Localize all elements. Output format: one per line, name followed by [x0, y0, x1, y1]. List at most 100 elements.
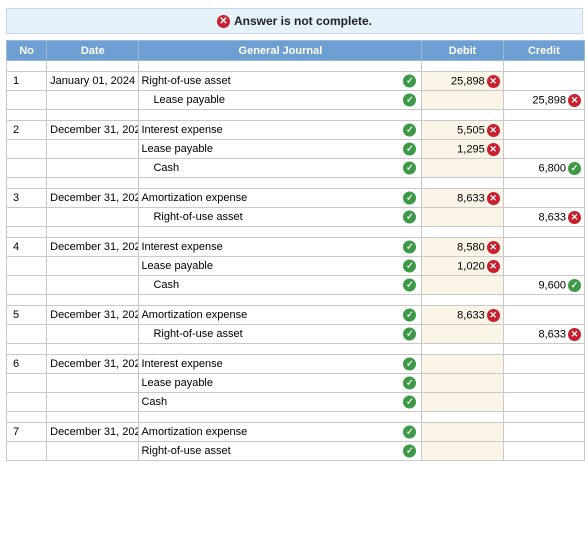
credit-cell[interactable] [502, 373, 586, 393]
credit-cell[interactable] [502, 441, 586, 461]
credit-value[interactable]: 6,800 [538, 162, 566, 174]
account-select[interactable]: Lease payable ✓ [138, 373, 423, 393]
account-name[interactable]: Interest expense [141, 358, 223, 370]
entry-date[interactable]: December 31, 202 [46, 237, 140, 257]
credit-cell[interactable]: 25,898 ✕ [502, 90, 586, 110]
credit-cell[interactable] [502, 256, 586, 276]
credit-cell[interactable] [502, 305, 586, 325]
account-name[interactable]: Cash [141, 396, 168, 408]
debit-cell[interactable] [421, 422, 504, 442]
credit-cell[interactable]: 8,633 ✕ [502, 324, 586, 344]
debit-value[interactable]: 8,580 [457, 241, 485, 253]
debit-value[interactable]: 5,505 [457, 124, 485, 136]
debit-cell[interactable] [421, 207, 504, 227]
debit-value[interactable]: 25,898 [451, 75, 485, 87]
entry-date[interactable] [46, 207, 140, 227]
credit-value[interactable]: 9,600 [538, 279, 566, 291]
credit-cell[interactable] [502, 188, 586, 208]
account-name[interactable]: Lease payable [141, 143, 213, 155]
account-name[interactable]: Right-of-use asset [141, 75, 231, 87]
account-name[interactable]: Amortization expense [141, 426, 248, 438]
entry-date[interactable]: December 31, 202 [46, 354, 140, 374]
credit-cell[interactable] [502, 120, 586, 140]
account-select[interactable]: Cash ✓ [138, 158, 423, 178]
account-name[interactable]: Lease payable [153, 94, 225, 106]
account-select[interactable]: Interest expense ✓ [138, 237, 423, 257]
credit-cell[interactable] [502, 354, 586, 374]
debit-cell[interactable] [421, 158, 504, 178]
debit-value[interactable]: 8,633 [457, 309, 485, 321]
journal-row: 1 January 01, 2024 Right-of-use asset ✓ 25,8… [5, 71, 586, 91]
account-select[interactable]: Interest expense ✓ [138, 354, 423, 374]
account-name[interactable]: Right-of-use asset [153, 211, 243, 223]
account-name[interactable]: Right-of-use asset [153, 328, 243, 340]
account-select[interactable]: Lease payable ✓ [138, 90, 423, 110]
entry-date[interactable] [46, 256, 140, 276]
account-name[interactable]: Cash [153, 162, 180, 174]
credit-cell[interactable]: 8,633 ✕ [502, 207, 586, 227]
account-select[interactable]: Cash ✓ [138, 275, 423, 295]
credit-cell[interactable] [502, 139, 586, 159]
debit-cell[interactable]: 25,898 ✕ [421, 71, 504, 91]
credit-cell[interactable]: 9,600 ✓ [502, 275, 586, 295]
debit-cell[interactable]: 8,633 ✕ [421, 305, 504, 325]
entry-date[interactable]: December 31, 202 [46, 188, 140, 208]
account-select[interactable]: Right-of-use asset ✓ [138, 324, 423, 344]
account-select[interactable]: Interest expense ✓ [138, 120, 423, 140]
debit-cell[interactable] [421, 324, 504, 344]
account-name[interactable]: Cash [153, 279, 180, 291]
debit-value[interactable]: 8,633 [457, 192, 485, 204]
debit-cell[interactable]: 1,295 ✕ [421, 139, 504, 159]
entry-date[interactable] [46, 392, 140, 412]
account-name[interactable]: Right-of-use asset [141, 445, 231, 457]
account-select[interactable]: Right-of-use asset ✓ [138, 441, 423, 461]
debit-cell[interactable]: 8,580 ✕ [421, 237, 504, 257]
spacer-cell [5, 109, 48, 121]
entry-date[interactable] [46, 90, 140, 110]
entry-date[interactable] [46, 158, 140, 178]
credit-cell[interactable] [502, 392, 586, 412]
account-name[interactable]: Amortization expense [141, 192, 248, 204]
debit-cell[interactable] [421, 90, 504, 110]
account-select[interactable]: Amortization expense ✓ [138, 305, 423, 325]
account-select[interactable]: Amortization expense ✓ [138, 188, 423, 208]
debit-cell[interactable] [421, 275, 504, 295]
debit-cell[interactable] [421, 441, 504, 461]
debit-cell[interactable]: 1,020 ✕ [421, 256, 504, 276]
account-name[interactable]: Lease payable [141, 377, 213, 389]
account-name[interactable]: Lease payable [141, 260, 213, 272]
entry-date[interactable]: December 31, 202 [46, 422, 140, 442]
credit-cell[interactable] [502, 422, 586, 442]
debit-cell[interactable] [421, 392, 504, 412]
account-name[interactable]: Amortization expense [141, 309, 248, 321]
credit-value[interactable]: 8,633 [538, 211, 566, 223]
credit-cell[interactable] [502, 71, 586, 91]
debit-cell[interactable] [421, 354, 504, 374]
entry-date[interactable]: December 31, 202 [46, 120, 140, 140]
entry-date[interactable] [46, 275, 140, 295]
credit-cell[interactable]: 6,800 ✓ [502, 158, 586, 178]
entry-date[interactable]: January 01, 2024 [46, 71, 140, 91]
entry-date[interactable] [46, 373, 140, 393]
credit-value[interactable]: 25,898 [532, 94, 566, 106]
account-select[interactable]: Right-of-use asset ✓ [138, 207, 423, 227]
debit-value[interactable]: 1,295 [457, 143, 485, 155]
debit-value[interactable]: 1,020 [457, 260, 485, 272]
credit-value[interactable]: 8,633 [538, 328, 566, 340]
account-name[interactable]: Interest expense [141, 124, 223, 136]
debit-cell[interactable]: 5,505 ✕ [421, 120, 504, 140]
account-select[interactable]: Cash ✓ [138, 392, 423, 412]
entry-date[interactable] [46, 324, 140, 344]
account-select[interactable]: Lease payable ✓ [138, 256, 423, 276]
debit-cell[interactable] [421, 373, 504, 393]
entry-date[interactable] [46, 139, 140, 159]
entry-date[interactable] [46, 441, 140, 461]
entry-date[interactable]: December 31, 202 [46, 305, 140, 325]
account-select[interactable]: Right-of-use asset ✓ [138, 71, 423, 91]
account-select[interactable]: Lease payable ✓ [138, 139, 423, 159]
credit-cell[interactable] [502, 237, 586, 257]
account-name[interactable]: Interest expense [141, 241, 223, 253]
debit-cell[interactable]: 8,633 ✕ [421, 188, 504, 208]
correct-check-icon: ✓ [403, 327, 417, 341]
account-select[interactable]: Amortization expense ✓ [138, 422, 423, 442]
